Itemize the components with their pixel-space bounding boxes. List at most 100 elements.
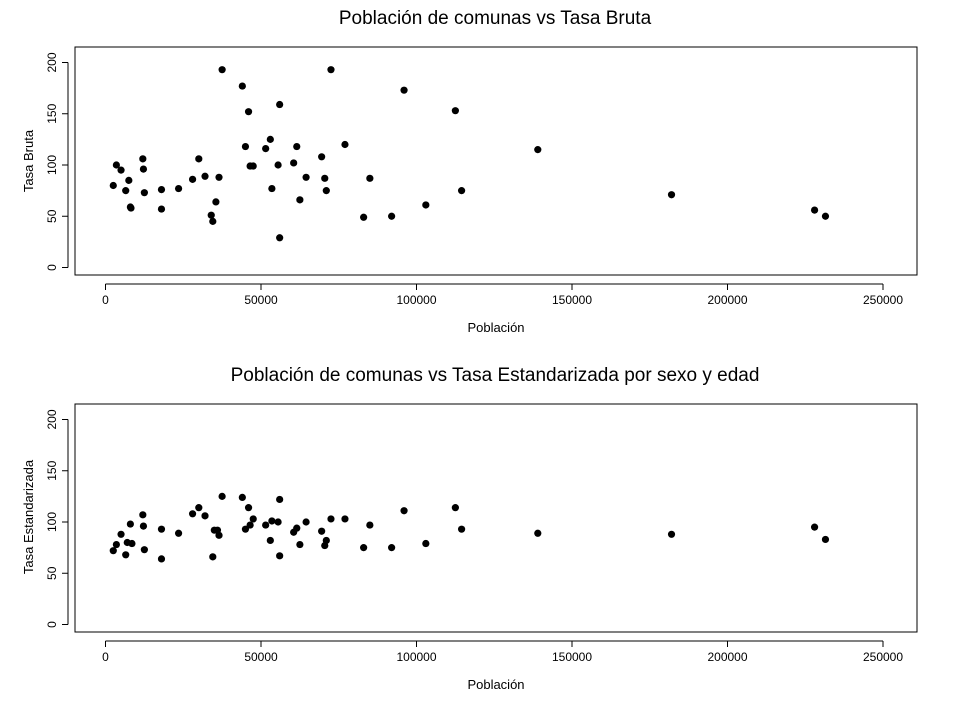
data-point: [266, 135, 274, 143]
data-point: [366, 521, 374, 529]
data-point: [157, 555, 166, 563]
data-point: [195, 155, 203, 163]
data-point: [302, 173, 310, 181]
x-tick-label: 250000: [863, 650, 903, 664]
data-point: [188, 510, 197, 518]
data-point: [209, 553, 217, 561]
y-tick-label: 150: [45, 460, 59, 480]
data-point: [125, 176, 133, 184]
plot-frame: [74, 403, 918, 633]
y-tick-label: 50: [45, 566, 59, 580]
x-tick-label: 0: [102, 650, 109, 664]
data-point: [821, 212, 830, 220]
data-points: [109, 66, 830, 242]
data-point: [327, 515, 335, 523]
y-tick-label: 200: [45, 409, 59, 429]
y-tick-label: 50: [45, 209, 59, 223]
data-point: [139, 165, 148, 173]
data-point: [318, 527, 326, 535]
x-axis: 0 50000 100000 150000 200000 250000: [102, 283, 903, 307]
x-tick-label: 100000: [396, 650, 436, 664]
data-point: [126, 520, 134, 528]
data-point: [400, 86, 408, 94]
data-point: [276, 100, 284, 109]
data-point: [400, 507, 408, 515]
data-point: [327, 66, 335, 74]
data-point: [810, 206, 819, 214]
data-point: [451, 504, 459, 512]
data-point: [274, 161, 282, 169]
data-point: [139, 511, 147, 519]
data-point: [201, 172, 209, 180]
data-point: [140, 546, 148, 554]
data-point: [388, 544, 396, 552]
data-point: [195, 504, 203, 512]
x-tick-label: 250000: [863, 293, 903, 307]
data-point: [262, 145, 270, 153]
data-point: [290, 159, 298, 167]
plot-frame: [74, 46, 918, 276]
data-point: [215, 531, 223, 539]
data-point: [360, 213, 368, 221]
data-point: [276, 495, 284, 504]
data-point: [268, 517, 276, 525]
data-point: [422, 201, 430, 209]
data-point: [249, 515, 257, 523]
data-point: [241, 525, 250, 533]
data-point: [296, 540, 304, 549]
data-point: [218, 492, 226, 500]
y-axis-label: Tasa Estandarizada: [21, 459, 36, 574]
y-axis-label: Tasa Bruta: [21, 129, 36, 192]
x-tick-label: 150000: [552, 650, 592, 664]
data-point: [302, 518, 310, 526]
data-point: [117, 166, 125, 174]
data-point: [293, 524, 301, 532]
data-point: [174, 529, 183, 537]
data-point: [140, 189, 148, 197]
data-point: [241, 142, 250, 151]
y-axis: 0 50 100 150 200: [45, 52, 69, 271]
data-point: [218, 66, 226, 74]
data-point: [366, 174, 374, 182]
x-tick-label: 150000: [552, 293, 592, 307]
data-point: [821, 535, 830, 544]
data-point: [321, 174, 329, 182]
data-point: [534, 146, 542, 154]
data-point: [238, 493, 246, 501]
data-point: [215, 173, 223, 181]
y-axis: 0 50 100 150 200: [45, 409, 69, 628]
data-point: [139, 155, 147, 163]
data-point: [157, 525, 166, 533]
x-axis-label: Población: [467, 677, 524, 692]
data-point: [322, 536, 330, 545]
data-point: [296, 196, 304, 204]
data-point: [276, 234, 284, 242]
data-point: [360, 544, 368, 552]
data-point: [341, 515, 349, 523]
data-point: [174, 184, 183, 193]
x-tick-label: 200000: [707, 293, 747, 307]
data-point: [209, 217, 217, 225]
data-point: [188, 175, 197, 183]
chart-title: Población de comunas vs Tasa Bruta: [339, 8, 652, 29]
data-point: [268, 184, 276, 193]
data-point: [244, 504, 253, 512]
data-point: [117, 530, 125, 538]
data-point: [157, 205, 166, 213]
data-point: [212, 198, 220, 206]
data-point: [122, 551, 130, 559]
data-point: [341, 140, 349, 149]
data-point: [457, 525, 466, 533]
data-point: [667, 530, 676, 538]
data-point: [534, 529, 542, 537]
data-point: [262, 521, 270, 529]
data-point: [128, 539, 136, 548]
x-tick-label: 50000: [244, 650, 278, 664]
data-point: [157, 186, 166, 194]
chart-panel-crude-rate: Población de comunas vs Tasa Bruta Pobla…: [21, 8, 918, 335]
data-points: [109, 492, 830, 563]
data-point: [244, 108, 253, 116]
y-tick-label: 100: [45, 512, 59, 532]
data-point: [207, 211, 215, 219]
